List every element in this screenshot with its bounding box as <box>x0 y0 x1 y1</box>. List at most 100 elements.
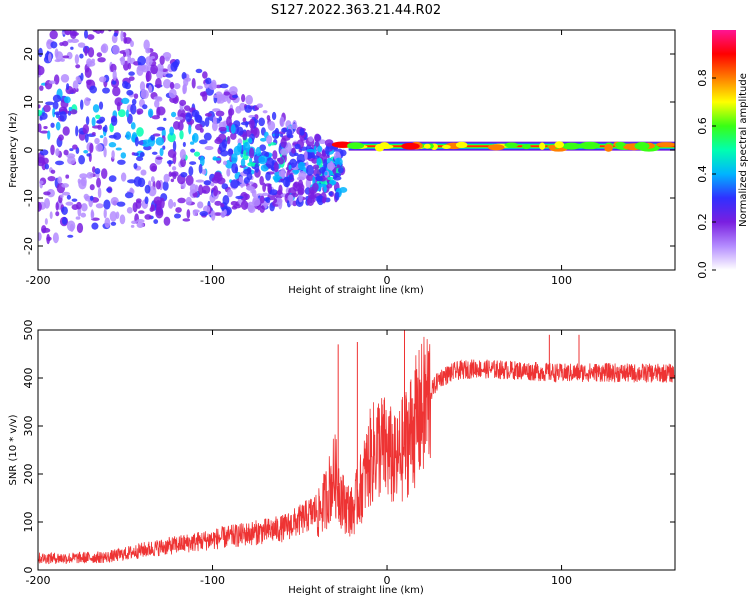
tone-blob <box>561 142 581 150</box>
spectrogram-blob <box>221 183 229 190</box>
spectrogram-blob <box>210 210 216 221</box>
spectrogram-blob <box>130 40 134 48</box>
spectrogram-blob <box>213 212 223 216</box>
spectrogram-blob <box>204 112 213 117</box>
spectrogram-blob <box>44 218 48 225</box>
spectrogram-blob <box>272 175 281 181</box>
spectrogram-blob <box>231 162 238 174</box>
spectrogram-blob <box>259 205 265 213</box>
spectrogram-blob <box>50 169 56 174</box>
spectrogram-blob <box>211 79 217 89</box>
spectrogram-blob <box>196 85 204 90</box>
spectrogram-blob <box>115 147 122 151</box>
spectrogram-blob <box>162 180 169 191</box>
spectrogram-blob <box>84 30 88 39</box>
spectrogram-blob <box>175 116 184 121</box>
spectrogram-blob <box>288 164 292 171</box>
spectrogram-blob <box>49 211 53 220</box>
spectrogram-blob <box>182 218 191 222</box>
spectrogram-blob <box>103 208 107 219</box>
spectrogram-blob <box>38 104 41 109</box>
spectrogram-blob <box>150 56 156 60</box>
spectrogram-blob <box>231 94 239 99</box>
spectrogram-blob <box>262 110 268 114</box>
spectrogram-blob <box>75 125 79 137</box>
spectrogram-blob <box>122 51 127 58</box>
spectrogram-blob <box>223 209 227 216</box>
spectrogram-blob <box>98 76 107 83</box>
spectrogram-blob <box>69 109 78 115</box>
spectrogram-blob <box>77 42 86 48</box>
spectrogram-blob <box>185 175 194 186</box>
spectrogram-blob <box>89 143 94 154</box>
spectrogram-blob <box>212 116 217 124</box>
spectrogram-blob <box>111 150 115 160</box>
tone-blob <box>487 144 505 151</box>
spectrogram-blob <box>55 201 59 211</box>
spectrogram-blob <box>189 183 197 194</box>
spectrogram-blob <box>243 150 247 157</box>
spectrogram-xlabel: Height of straight line (km) <box>288 285 424 296</box>
spectrogram-blob <box>118 109 126 118</box>
spectrogram-blob <box>230 132 237 140</box>
spectrogram-blob <box>38 201 42 212</box>
spectrogram-blob <box>198 139 208 145</box>
spectrogram-blob <box>42 157 49 165</box>
spectrogram-blob <box>153 219 159 224</box>
spectrogram-blob <box>66 194 71 200</box>
spectrogram-blob <box>60 15 66 22</box>
spectrogram-blob <box>120 30 124 42</box>
spectrogram-blob <box>63 96 71 104</box>
spectrogram-blob <box>145 47 151 54</box>
spectrogram-blob <box>140 169 147 176</box>
spectrogram-blob <box>298 193 303 203</box>
spectrogram-blob <box>338 167 344 174</box>
spectrogram-blob <box>67 39 73 43</box>
spectrogram-blob <box>112 86 121 97</box>
spectrogram-blob <box>63 17 69 27</box>
spectrogram-blob <box>248 181 254 185</box>
spectrogram-blob <box>110 116 118 126</box>
spectrogram-blob <box>69 148 74 152</box>
spectrogram-blob <box>99 135 104 139</box>
spectrogram-blob <box>136 222 144 228</box>
spectrogram-blob <box>71 198 78 202</box>
spectrogram-blob <box>159 55 165 65</box>
spectrogram-blob <box>49 30 58 40</box>
spectrogram-blob <box>47 130 51 140</box>
spectrogram-blob <box>308 136 314 143</box>
spectrogram-blob <box>171 166 177 171</box>
spectrogram-blob <box>274 127 280 139</box>
spectrogram-blob <box>204 146 214 151</box>
spectrogram-blob <box>61 8 67 17</box>
spectrogram-blob <box>317 145 323 153</box>
spectrogram-blob <box>226 168 231 177</box>
spectrogram-blob <box>121 97 130 105</box>
spectrogram-blob <box>128 76 135 81</box>
spectrogram-blob <box>55 211 60 217</box>
spectrogram-blob <box>323 158 328 170</box>
spectrogram-blob <box>173 201 177 208</box>
spectrogram-blob <box>317 183 327 188</box>
spectrogram-blob <box>244 104 253 113</box>
spectrogram-blob <box>137 110 141 115</box>
spectrogram-blob <box>153 96 162 101</box>
spectrogram-blob <box>231 153 238 164</box>
spectrogram-blob <box>226 136 231 145</box>
spectrogram-blob <box>95 203 104 209</box>
colorbar-bar <box>712 30 736 270</box>
spectrogram-blob <box>315 173 320 177</box>
snr-spikes <box>337 330 580 498</box>
spectrogram-blob <box>173 83 181 90</box>
spectrogram-blob <box>46 188 55 198</box>
spectrogram-blob <box>261 192 269 196</box>
spectrogram-blob <box>39 85 44 91</box>
spectrogram-blob <box>79 19 83 29</box>
spectrogram-blob <box>195 68 203 74</box>
spectrogram-blob <box>235 195 244 200</box>
spectrogram-blob <box>334 157 343 167</box>
spectrogram-blob <box>336 164 340 169</box>
spectrogram-blob <box>137 177 146 188</box>
spectrogram-blob <box>296 183 305 192</box>
